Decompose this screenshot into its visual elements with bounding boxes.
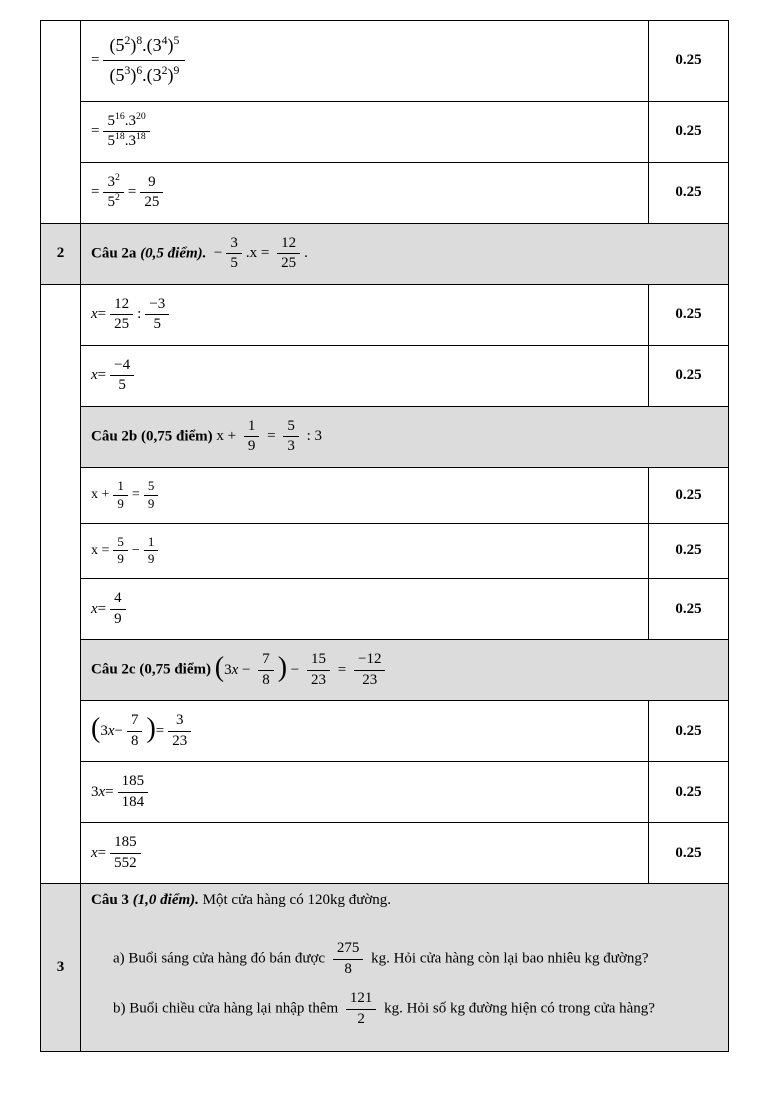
- table-row: a) Buổi sáng cửa hàng đó bán được 275 8 …: [41, 917, 729, 1052]
- qnum-cell-empty: [41, 284, 81, 884]
- table-row: (3x − 78) = 323 0.25: [41, 701, 729, 762]
- work-cell: x = 185552: [81, 823, 649, 884]
- table-row: Câu 2b (0,75 điểm) x + 19 = 53 : 3: [41, 406, 729, 467]
- table-row: 3x = 185184 0.25: [41, 762, 729, 823]
- question-header: Câu 2b (0,75 điểm) x + 19 = 53 : 3: [81, 406, 729, 467]
- score-cell: 0.25: [649, 345, 729, 406]
- q3-a-post: kg. Hỏi cửa hàng còn lại bao nhiêu kg đư…: [371, 951, 648, 967]
- question-header: Câu 2a (0,5 điểm). −35.x = 1225.: [81, 223, 729, 284]
- score-cell: 0.25: [649, 284, 729, 345]
- table-row: 2 Câu 2a (0,5 điểm). −35.x = 1225.: [41, 223, 729, 284]
- table-row: 3 Câu 3 (1,0 điểm). Một cửa hàng có 120k…: [41, 884, 729, 918]
- answer-key-table: = (52)8.(34)5 (53)6.(32)9 0.25 = 516.320…: [40, 20, 729, 1052]
- work-cell: 3x = 185184: [81, 762, 649, 823]
- q3-b-post: kg. Hỏi số kg đường hiện có trong cửa hà…: [384, 1001, 655, 1017]
- table-row: x + 19 = 59 0.25: [41, 467, 729, 523]
- work-cell: x + 19 = 59: [81, 467, 649, 523]
- header-points: (0,5 điểm).: [140, 245, 206, 261]
- qnum-cell: 3: [41, 884, 81, 1052]
- table-row: = 516.320 518.318 0.25: [41, 101, 729, 162]
- table-row: x = 185552 0.25: [41, 823, 729, 884]
- work-cell: = 516.320 518.318: [81, 101, 649, 162]
- table-row: Câu 2c (0,75 điểm) (3x − 78) − 1523 = −1…: [41, 640, 729, 701]
- work-cell: x = 49: [81, 579, 649, 640]
- q3-title-tail: Một cửa hàng có 120kg đường.: [199, 892, 391, 908]
- work-cell: = 32 52 = 9 25: [81, 162, 649, 223]
- q3-option-a: a) Buổi sáng cửa hàng đó bán được 275 8 …: [95, 937, 714, 981]
- work-cell: = (52)8.(34)5 (53)6.(32)9: [81, 21, 649, 102]
- header-label: Câu 2b (0,75 điểm): [91, 428, 216, 444]
- qnum-cell-empty: [41, 21, 81, 224]
- header-label: Câu 2c (0,75 điểm): [91, 662, 215, 678]
- table-row: = 32 52 = 9 25 0.25: [41, 162, 729, 223]
- q3-title-bold: Câu 3: [91, 892, 133, 908]
- table-row: x = 49 0.25: [41, 579, 729, 640]
- score-cell: 0.25: [649, 162, 729, 223]
- score-cell: 0.25: [649, 579, 729, 640]
- qnum-cell: 2: [41, 223, 81, 284]
- table-row: x = −45 0.25: [41, 345, 729, 406]
- work-cell: x = −45: [81, 345, 649, 406]
- question-body: a) Buổi sáng cửa hàng đó bán được 275 8 …: [81, 917, 729, 1052]
- table-row: x = 59 − 19 0.25: [41, 523, 729, 579]
- score-cell: 0.25: [649, 823, 729, 884]
- question-header: Câu 3 (1,0 điểm). Một cửa hàng có 120kg …: [81, 884, 729, 918]
- table-row: x = 1225 : −35 0.25: [41, 284, 729, 345]
- work-cell: (3x − 78) = 323: [81, 701, 649, 762]
- score-cell: 0.25: [649, 101, 729, 162]
- header-label: Câu 2a: [91, 245, 140, 261]
- work-cell: x = 1225 : −35: [81, 284, 649, 345]
- score-cell: 0.25: [649, 467, 729, 523]
- table-row: = (52)8.(34)5 (53)6.(32)9 0.25: [41, 21, 729, 102]
- q3-title-points: (1,0 điểm).: [133, 892, 199, 908]
- q3-a-pre: a) Buổi sáng cửa hàng đó bán được: [113, 951, 329, 967]
- work-cell: x = 59 − 19: [81, 523, 649, 579]
- q3-option-b: b) Buổi chiều cửa hàng lại nhập thêm 121…: [95, 987, 714, 1031]
- score-cell: 0.25: [649, 762, 729, 823]
- question-header: Câu 2c (0,75 điểm) (3x − 78) − 1523 = −1…: [81, 640, 729, 701]
- page: = (52)8.(34)5 (53)6.(32)9 0.25 = 516.320…: [0, 0, 769, 1112]
- score-cell: 0.25: [649, 21, 729, 102]
- score-cell: 0.25: [649, 523, 729, 579]
- q3-b-pre: b) Buổi chiều cửa hàng lại nhập thêm: [113, 1001, 342, 1017]
- score-cell: 0.25: [649, 701, 729, 762]
